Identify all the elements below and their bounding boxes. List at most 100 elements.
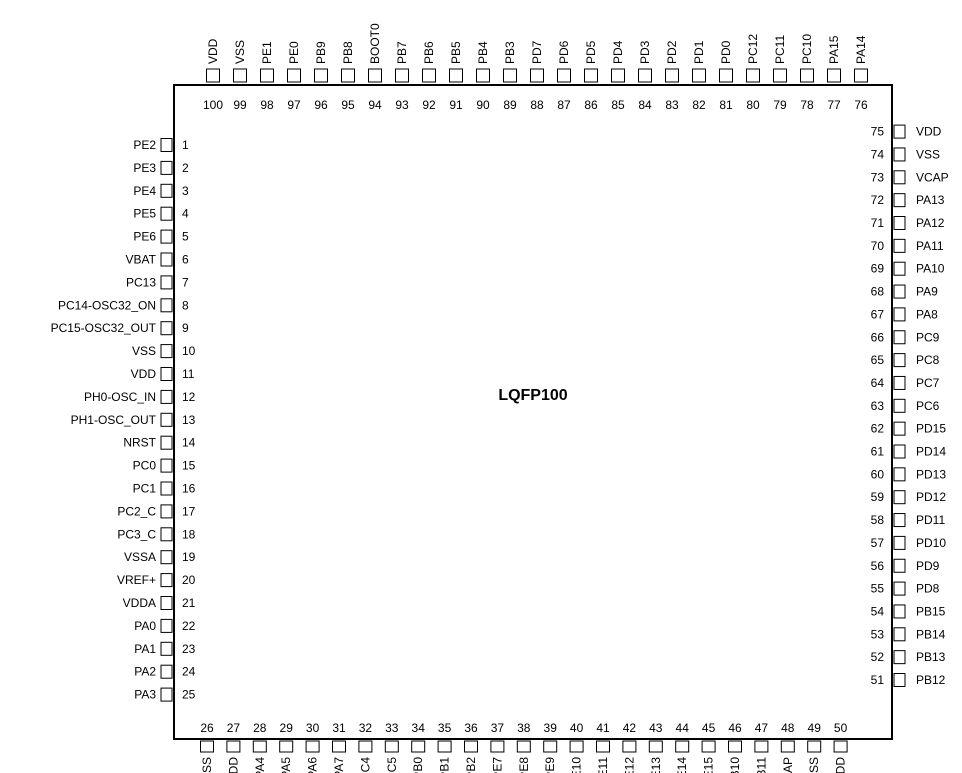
pin-number: 16 [182, 482, 196, 496]
pin-number: 13 [182, 413, 196, 427]
pin-number: 81 [719, 98, 733, 112]
pin-name: PB0 [411, 757, 425, 773]
pin-43: 43 PE13 [648, 721, 663, 773]
pin-name: PA14 [854, 35, 868, 64]
pin-21: VDDA 21 [123, 596, 196, 610]
pin-2: PE3 2 [133, 160, 189, 175]
pin-pad [160, 664, 173, 679]
pin-6: VBAT 6 [126, 252, 189, 267]
pin-name: PD4 [611, 40, 625, 64]
pin-number: 97 [287, 98, 301, 112]
pin-name: PA1 [134, 642, 156, 656]
pin-number: 25 [182, 688, 196, 702]
pin-42: 42 PE12 [622, 721, 637, 773]
pin-pad [252, 740, 267, 753]
pin-name: PD15 [916, 422, 946, 436]
pin-name: NRST [123, 436, 156, 450]
pin-name: PA8 [916, 307, 938, 321]
pin-pad [893, 581, 906, 596]
pin-number: 46 [728, 721, 742, 735]
pin-pad [160, 618, 173, 633]
pin-18: PC3_C 18 [117, 527, 196, 542]
pin-number: 64 [871, 376, 885, 390]
pin-name: PB1 [438, 757, 452, 773]
pin-25: PA3 25 [134, 687, 196, 702]
pin-pad [287, 68, 301, 83]
pin-35: 35 PB1 [437, 721, 452, 773]
pin-name: PA7 [332, 757, 346, 773]
pin-name: PA3 [134, 688, 156, 702]
pin-92: 92 PB6 [422, 41, 436, 112]
pin-pad [437, 740, 452, 753]
pin-63: PC6 63 [871, 398, 940, 413]
pin-44: 44 PE14 [675, 721, 690, 773]
pin-pad [557, 68, 571, 83]
pin-name: PD2 [665, 40, 679, 64]
pin-name: PC9 [916, 330, 940, 344]
pin-96: 96 PB9 [314, 41, 328, 112]
pin-27: 27 VDD [226, 721, 241, 773]
pin-pad [584, 68, 598, 83]
pin-name: PB8 [341, 41, 355, 64]
pin-pad [358, 740, 373, 753]
pin-86: 86 PD5 [584, 40, 598, 112]
pin-name: PA13 [916, 193, 945, 207]
pin-45: 45 PE15 [701, 721, 716, 773]
pin-name: PE5 [133, 207, 156, 221]
pin-pad [160, 160, 173, 175]
pin-name: VCAP [781, 757, 795, 773]
pin-name: PC15-OSC32_OUT [51, 321, 157, 335]
pin-name: PC10 [800, 34, 814, 64]
pin-number: 65 [871, 353, 885, 367]
pin-pad [893, 330, 906, 345]
pin-name: PD11 [916, 513, 945, 527]
pin-number: 4 [182, 207, 189, 221]
pin-number: 28 [253, 721, 267, 735]
pin-16: PC1 16 [133, 481, 196, 496]
pin-name: PA11 [916, 239, 944, 253]
pin-number: 52 [871, 650, 885, 664]
pin-pad [893, 307, 906, 322]
pin-pad [490, 740, 505, 753]
pin-23: PA1 23 [134, 641, 196, 656]
pin-pad [854, 68, 868, 83]
pin-number: 22 [182, 619, 196, 633]
pin-17: PC2_C 17 [117, 504, 196, 518]
pin-number: 84 [638, 98, 652, 112]
pin-number: 100 [203, 98, 223, 112]
pin-number: 79 [773, 98, 787, 112]
pin-name: PC7 [916, 376, 940, 390]
pin-64: PC7 64 [871, 375, 940, 390]
pin-pad [314, 68, 328, 83]
pin-pad [893, 421, 906, 436]
pin-59: PD12 59 [871, 490, 946, 505]
pin-name: PE11 [596, 757, 610, 773]
pin-number: 2 [182, 161, 189, 175]
pin-pad [893, 124, 906, 139]
pin-pad [160, 573, 173, 588]
pin-number: 78 [800, 98, 814, 112]
pin-22: PA0 22 [134, 618, 196, 633]
pin-name: PC5 [385, 757, 399, 773]
pin-1: PE2 1 [133, 138, 189, 152]
pin-pad [807, 740, 822, 753]
pin-69: PA10 69 [871, 261, 945, 276]
pin-name: PB6 [422, 41, 436, 64]
pin-80: 80 PC12 [746, 34, 760, 112]
pin-name: PB9 [314, 41, 328, 64]
pin-name: PD8 [916, 582, 940, 596]
pin-number: 31 [332, 721, 346, 735]
pin-number: 35 [438, 721, 452, 735]
pin-77: 77 PA15 [827, 35, 841, 112]
pin-number: 60 [871, 467, 885, 481]
pin-34: 34 PB0 [411, 721, 426, 773]
pin-name: PD0 [719, 40, 733, 64]
pin-name: PC3_C [117, 527, 156, 541]
pin-name: PE4 [133, 184, 156, 198]
pin-name: PE7 [490, 757, 504, 773]
pin-33: 33 PC5 [384, 721, 399, 773]
pin-87: 87 PD6 [557, 40, 571, 112]
pin-name: PC11 [773, 35, 787, 64]
